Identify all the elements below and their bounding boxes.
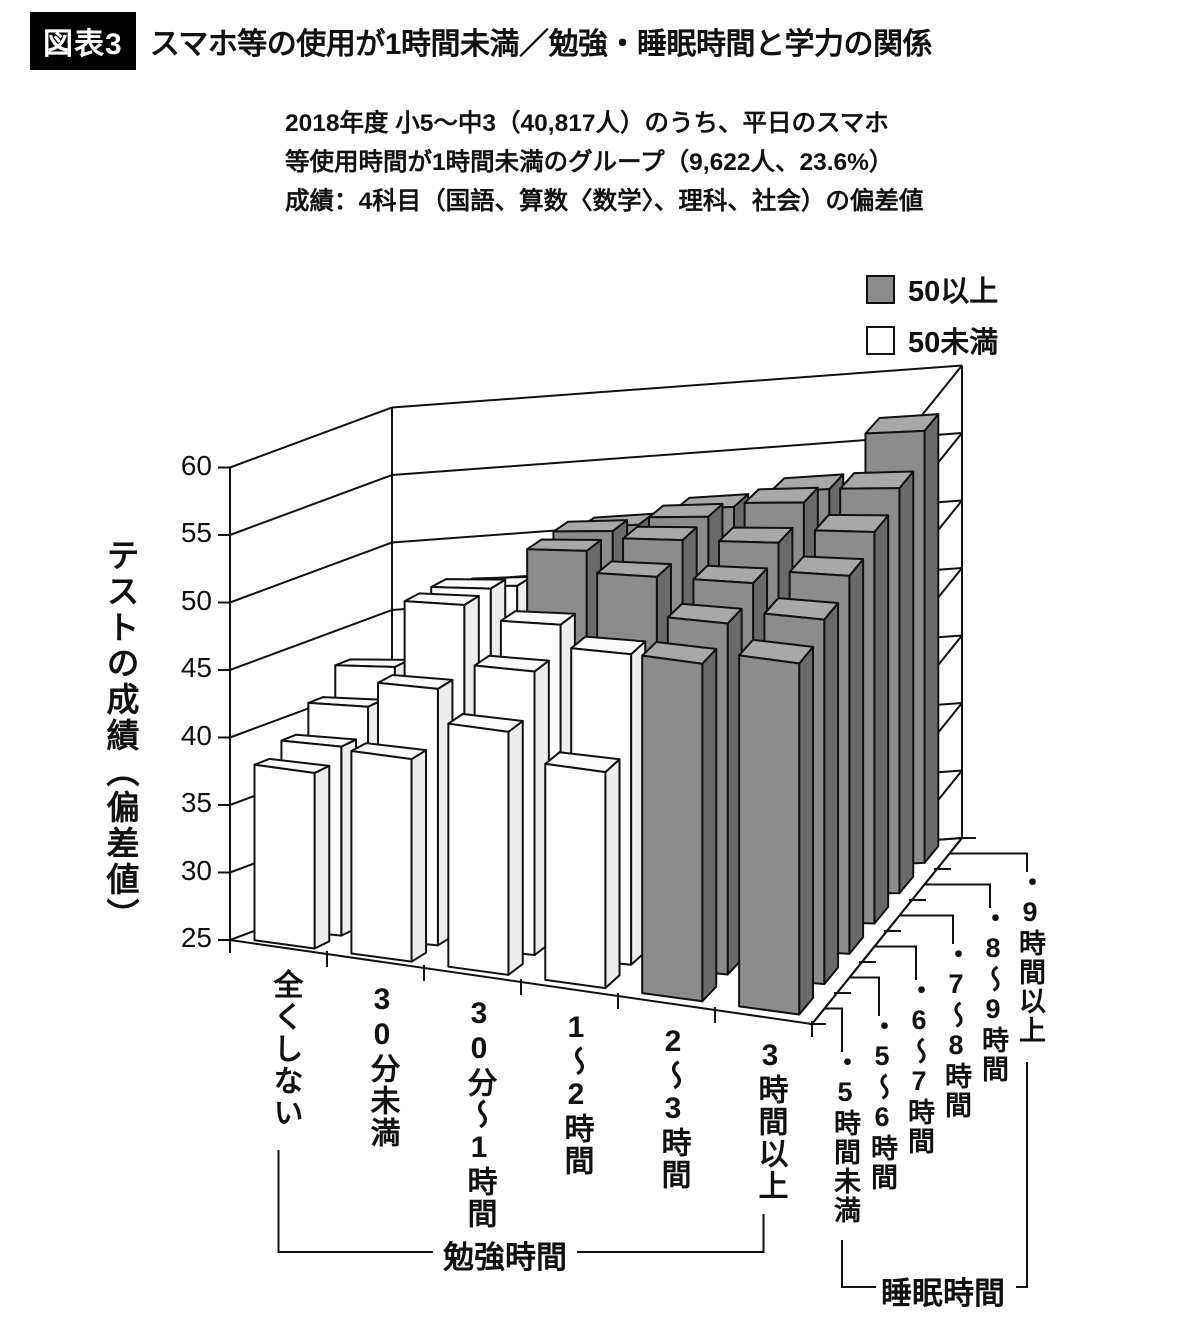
figure-number-badge: 図表3 bbox=[30, 12, 136, 70]
sleep-bracket-right bbox=[1016, 1062, 1028, 1288]
bar-side-face bbox=[873, 514, 890, 925]
chart-header: 図表3 スマホ等の使用が1時間未満／勉強・睡眠時間と学力の関係 bbox=[30, 12, 932, 70]
bar-front-face bbox=[447, 722, 510, 976]
sleep-bracket-left bbox=[841, 1240, 876, 1288]
legend-label-below: 50未満 bbox=[908, 327, 999, 359]
bar-top-face bbox=[743, 486, 819, 504]
bar-top-face bbox=[813, 513, 890, 534]
value-tick-label: 25 bbox=[180, 922, 212, 953]
study-category-label: 30分未満 bbox=[365, 983, 399, 1149]
bar-side-face bbox=[923, 413, 940, 864]
chart-subtitle: 2018年度 小5～中3（40,817人）のうち、平日のスマホ 等使用時間が1時… bbox=[285, 104, 923, 221]
legend-swatch-gray bbox=[866, 274, 895, 304]
legend-swatch-white bbox=[866, 325, 895, 355]
left-wall-gridline bbox=[229, 474, 393, 536]
bar-side-face bbox=[313, 764, 331, 950]
bar-side-face bbox=[701, 648, 718, 1003]
left-wall-gridline bbox=[229, 609, 393, 671]
bar-top-face bbox=[839, 470, 915, 490]
value-tick-label: 35 bbox=[180, 787, 212, 818]
study-category-label: 1～2時間 bbox=[559, 1011, 593, 1177]
sleep-category-label: ・7～8時間 bbox=[941, 940, 971, 1120]
study-category-label: 全くしない bbox=[268, 969, 302, 1129]
study-category-label: 3時間以上 bbox=[753, 1039, 787, 1202]
value-tick-label: 45 bbox=[180, 652, 212, 683]
value-tick-label: 50 bbox=[180, 584, 212, 616]
back-wall-gridline bbox=[391, 364, 963, 409]
sleep-leader-line bbox=[949, 852, 1028, 872]
left-wall-gridline bbox=[229, 541, 393, 604]
sleep-leader-line bbox=[924, 883, 991, 908]
left-wall-gridline bbox=[229, 406, 393, 469]
value-tick-label: 60 bbox=[180, 449, 212, 481]
value-tick-label: 55 bbox=[180, 517, 212, 548]
sleep-leader-line bbox=[824, 1007, 843, 1052]
subtitle-line-2: 等使用時間が1時間未満のグループ（9,622人、23.6%） bbox=[285, 149, 894, 176]
bar-side-face bbox=[410, 749, 428, 963]
study-bracket-right bbox=[577, 1214, 765, 1253]
sleep-axis-title: 睡眠時間 bbox=[881, 1276, 1005, 1311]
subtitle-line-1: 2018年度 小5～中3（40,817人）のうち、平日のスマホ bbox=[285, 110, 889, 137]
bar-top-face bbox=[648, 502, 724, 519]
bar-front-face bbox=[544, 762, 607, 990]
sleep-category-label: ・5～6時間 bbox=[867, 1012, 897, 1192]
bar-front-face bbox=[350, 749, 413, 963]
bar-side-face bbox=[507, 719, 524, 976]
bar-side-face bbox=[604, 758, 621, 990]
value-axis-title: テストの成績（偏差値） bbox=[102, 538, 139, 934]
bar-front-face bbox=[641, 654, 704, 1003]
study-bracket-left bbox=[277, 1150, 433, 1253]
legend-item-below: 50未満 bbox=[866, 319, 998, 361]
bar-side-face bbox=[848, 558, 865, 955]
legend-item-above: 50以上 bbox=[866, 268, 998, 310]
value-tick-label: 30 bbox=[180, 854, 212, 886]
bar-front-face bbox=[738, 654, 801, 1016]
sleep-category-label: ・6～7時間 bbox=[904, 976, 934, 1156]
sleep-leader-line bbox=[849, 976, 880, 1016]
bar-side-face bbox=[898, 470, 915, 895]
subtitle-line-3: 成績：4科目（国語、算数〈数学〉、理科、社会）の偏差値 bbox=[285, 188, 924, 215]
study-axis-title: 勉強時間 bbox=[443, 1240, 567, 1275]
bar-side-face bbox=[798, 645, 814, 1016]
sleep-leader-line bbox=[899, 914, 954, 944]
bar-front-face bbox=[253, 763, 316, 950]
sleep-category-label: ・9時間以上 bbox=[1015, 868, 1045, 1045]
sleep-category-label: ・8～9時間 bbox=[978, 904, 1008, 1084]
value-tick-label: 40 bbox=[180, 719, 212, 751]
legend: 50以上 50未満 bbox=[866, 268, 998, 370]
study-category-label: 30分～1時間 bbox=[462, 997, 496, 1230]
sleep-category-label: ・5時間未満 bbox=[830, 1048, 860, 1225]
legend-label-above: 50以上 bbox=[908, 276, 999, 308]
sleep-leader-line bbox=[874, 945, 917, 980]
bar-side-face bbox=[823, 601, 840, 986]
study-category-label: 2～3時間 bbox=[656, 1025, 690, 1191]
chart-title: スマホ等の使用が1時間未満／勉強・睡眠時間と学力の関係 bbox=[149, 28, 933, 61]
